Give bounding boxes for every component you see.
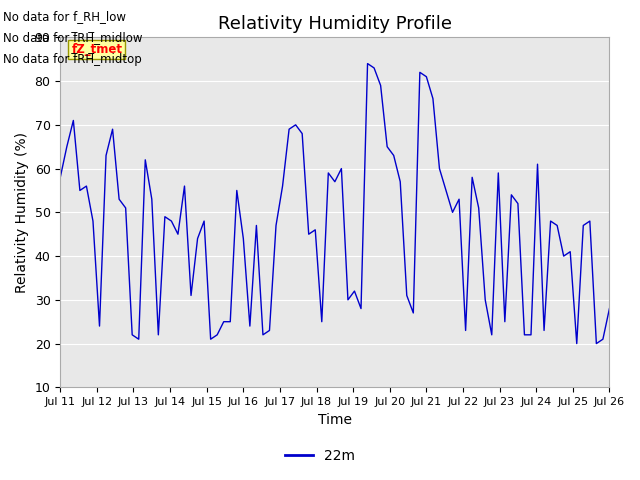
Y-axis label: Relativity Humidity (%): Relativity Humidity (%) [15, 132, 29, 293]
X-axis label: Time: Time [318, 413, 352, 427]
Title: Relativity Humidity Profile: Relativity Humidity Profile [218, 15, 452, 33]
Text: No data for f̅RH̅_midtop: No data for f̅RH̅_midtop [3, 53, 142, 66]
Text: No data for f̅RH̅_midlow: No data for f̅RH̅_midlow [3, 31, 143, 44]
Legend: 22m: 22m [280, 443, 360, 468]
Text: No data for f_RH_low: No data for f_RH_low [3, 10, 126, 23]
Text: fZ_tmet: fZ_tmet [71, 43, 122, 56]
